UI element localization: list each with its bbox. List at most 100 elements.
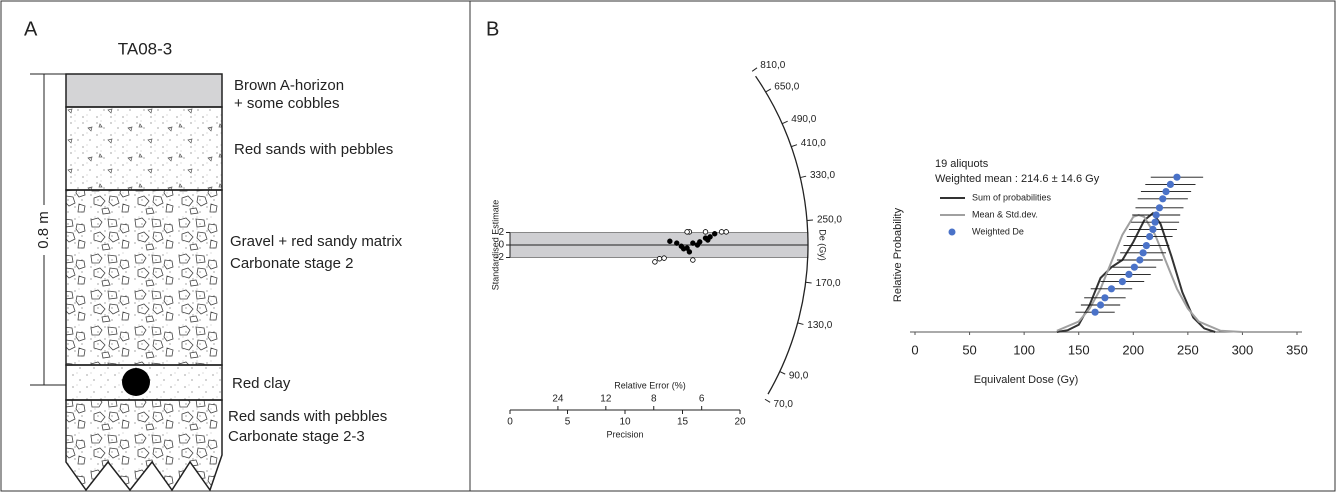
y-tick-label: 2: [498, 227, 504, 238]
point: [652, 259, 658, 265]
x-tick-label: 300: [1232, 342, 1254, 357]
x2-tick-label: 8: [651, 394, 657, 405]
point: [1159, 195, 1167, 203]
point: [690, 257, 696, 263]
z-tick-label: 250,0: [817, 214, 842, 225]
layer-label: Gravel + red sandy matrix: [230, 233, 403, 250]
z-tick: [751, 67, 758, 72]
x-axis-label: Precision: [606, 429, 643, 439]
layer: [65, 189, 223, 366]
legend-label: Mean & Std.dev.: [972, 209, 1038, 219]
point: [1101, 294, 1109, 302]
z-tick: [805, 281, 812, 284]
point: [686, 249, 693, 255]
z-tick: [779, 371, 786, 375]
point: [702, 229, 709, 235]
layer-label: Red sands with pebbles: [234, 141, 393, 158]
x-tick-label: 20: [734, 417, 746, 428]
point: [1155, 204, 1164, 212]
point: [1096, 301, 1105, 309]
legend-label: Weighted De: [972, 226, 1024, 236]
point: [1139, 249, 1147, 257]
z-tick-label: 90,0: [789, 370, 809, 381]
x-tick-label: 10: [619, 417, 631, 428]
point: [697, 239, 703, 245]
z-tick-label: 490,0: [791, 114, 816, 125]
x-tick-label: 250: [1177, 342, 1199, 357]
x-tick-label: 0: [911, 342, 918, 357]
layer: [65, 73, 223, 108]
legend-marker: [948, 228, 956, 236]
point: [1166, 180, 1174, 188]
layer-label: Brown A-horizon: [234, 77, 344, 94]
y-axis-label: Standardised Estimate: [490, 200, 500, 291]
point: [712, 231, 718, 237]
layer-label: Carbonate stage 2-3: [228, 428, 365, 445]
z-tick-label: 70,0: [774, 399, 794, 410]
density-line: [1056, 213, 1243, 333]
x-tick-label: 200: [1122, 342, 1144, 357]
layer-label: Carbonate stage 2: [230, 255, 353, 272]
z-tick-label: 130,0: [807, 320, 832, 331]
arc: [755, 75, 809, 395]
x-tick-label: 5: [565, 417, 571, 428]
point: [1130, 263, 1138, 271]
x-tick-label: 350: [1286, 342, 1308, 357]
point: [690, 240, 696, 246]
x-tick-label: 100: [1013, 342, 1035, 357]
z-axis-label: De (Gy): [818, 229, 828, 261]
point: [684, 245, 690, 251]
point: [1149, 225, 1157, 233]
layer: [65, 106, 223, 191]
z-tick: [781, 120, 788, 125]
y-tick-label: 0: [498, 240, 504, 251]
point: [1136, 256, 1144, 264]
point: [1146, 233, 1154, 241]
x2-tick-label: 6: [699, 394, 705, 405]
point: [1173, 173, 1181, 181]
point: [661, 255, 667, 261]
point: [707, 234, 713, 240]
point: [1152, 211, 1160, 219]
x-tick-label: 0: [507, 417, 513, 428]
y-tick-label: -2: [495, 252, 504, 263]
panel-label: A: [24, 18, 38, 40]
layer: [65, 399, 223, 492]
z-tick: [800, 175, 807, 179]
scale-label-bg: [36, 205, 52, 255]
layer-label: Red sands with pebbles: [228, 408, 387, 425]
x2-tick-label: 12: [600, 394, 612, 405]
point: [656, 256, 663, 262]
point: [1162, 188, 1170, 196]
x-axis-label: Equivalent Dose (Gy): [974, 374, 1079, 386]
point: [1142, 242, 1150, 250]
x2-tick-label: 24: [552, 394, 564, 405]
z-tick-label: 170,0: [816, 278, 841, 289]
point: [667, 238, 673, 244]
z-tick: [797, 322, 804, 325]
point: [1118, 278, 1126, 286]
x-tick-label: 150: [1068, 342, 1090, 357]
column-title: TA08-3: [118, 39, 173, 58]
x-tick-label: 50: [962, 342, 976, 357]
point: [1151, 218, 1159, 226]
y-axis-label: Relative Probability: [892, 207, 904, 302]
z-tick: [791, 144, 798, 148]
panel-label: B: [486, 18, 499, 40]
z-tick: [765, 88, 772, 93]
x-tick-label: 15: [677, 417, 689, 428]
z-tick-label: 330,0: [810, 170, 835, 181]
z-tick-label: 410,0: [801, 138, 826, 149]
x2-axis-label: Relative Error (%): [614, 380, 686, 390]
point: [684, 229, 690, 235]
legend-label: Sum of probabilities: [972, 192, 1052, 202]
point: [674, 240, 680, 246]
point: [1125, 270, 1133, 278]
z-tick-label: 650,0: [774, 81, 799, 92]
z-tick: [764, 398, 771, 403]
annotation: Weighted mean : 214.6 ± 14.6 Gy: [935, 173, 1100, 185]
point: [718, 229, 725, 235]
stratigraphic-column: A TA08-3 0.8 m Brown A-horizon + some co…: [24, 18, 403, 492]
